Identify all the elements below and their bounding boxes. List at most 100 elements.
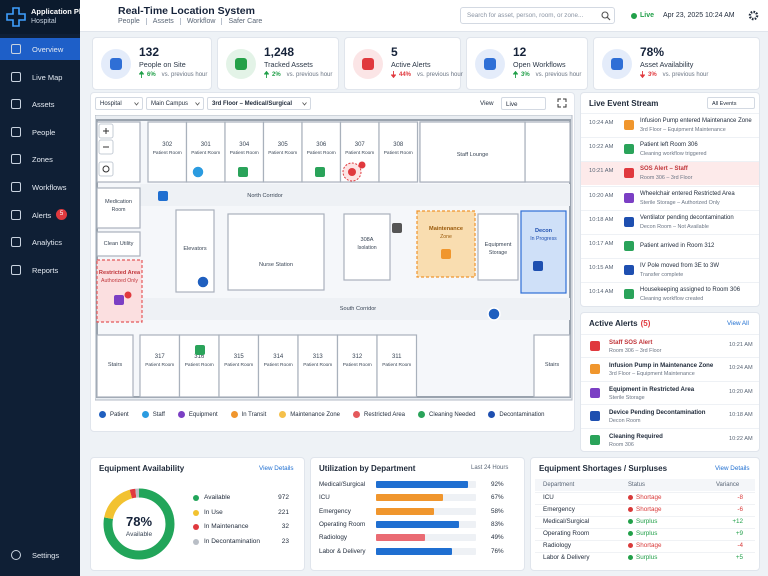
bar-value: 58% [491, 507, 504, 515]
room-label: Patient Room [303, 362, 332, 368]
nav-item[interactable]: Zones [0, 148, 80, 170]
breadcrumb[interactable]: 3rd Floor – Medical/Surgical [207, 97, 311, 110]
alert-row[interactable]: Equipment in Restricted Area Sterile Stor… [581, 380, 759, 404]
legend-dot [230, 411, 238, 418]
header-tab[interactable]: Workflow [179, 18, 222, 25]
filter-text: All Events [712, 100, 737, 107]
header-tab[interactable]: Safer Care [221, 18, 268, 25]
room [378, 121, 419, 183]
status-dot [628, 519, 633, 524]
kpi-change-row: 2% vs. previous hour [264, 71, 332, 78]
room-number: 304 [239, 142, 250, 148]
nav-icon [11, 550, 21, 560]
event-row: 10:17 AM Patient arrived in Room 312 [581, 234, 759, 258]
brand-name: Application Platform [31, 7, 105, 16]
legend-label: In Decontamination [204, 537, 261, 545]
view-all-link[interactable]: View All [727, 320, 749, 327]
kpi-icon [611, 58, 623, 70]
nav-label: Workflows [32, 183, 67, 192]
zone-label: Nurse Station [259, 262, 293, 268]
room-number: 317 [155, 354, 166, 360]
event-time: 10:24 AM [589, 120, 614, 126]
header-time: 10:24 AM [705, 12, 735, 19]
page-title: Real-Time Location System [118, 5, 255, 17]
nav-item[interactable]: Alerts 5 [0, 204, 80, 226]
kpi-change-row: 6% vs. previous hour [139, 71, 207, 78]
breadcrumb[interactable]: Main Campus [146, 97, 204, 110]
event-icon [624, 216, 634, 227]
nav-item[interactable]: Assets [0, 93, 80, 115]
kpi-value: 132 [139, 45, 160, 59]
settings-icon[interactable] [748, 10, 759, 21]
legend-value: 32 [281, 523, 289, 531]
person-marker [191, 165, 205, 179]
legend-label: Maintenance Zone [290, 411, 340, 418]
view-details-link[interactable]: View Details [259, 465, 294, 472]
breadcrumb[interactable]: Hospital [95, 97, 143, 110]
alert-row[interactable]: Staff SOS Alert Room 306 – 3rd Floor 10:21… [581, 334, 759, 357]
room-label: Patient Room [153, 150, 182, 156]
event-title: Housekeeping assigned to Room 306 [640, 287, 741, 294]
kpi-icon [484, 58, 496, 70]
alert-row[interactable]: Infusion Pump in Maintenance Zone 3rd Flo… [581, 357, 759, 380]
event-icon [624, 144, 634, 155]
event-icon [624, 241, 634, 251]
event-row: 10:22 AM Patient left Room 306 Cleaning wo… [581, 137, 759, 161]
header-tab[interactable]: Assets [145, 18, 180, 25]
map-control[interactable] [98, 161, 114, 177]
range-select[interactable]: Last 24 Hours [471, 465, 509, 471]
header: Real-Time Location System People Assets Wor… [80, 0, 768, 32]
zone-sub: Authorized Only [101, 278, 138, 284]
search-box[interactable]: Search for asset, person, room, or zone.… [460, 7, 615, 24]
zone-label: Equipment [485, 242, 512, 248]
view-select[interactable]: Live [501, 97, 546, 110]
control-glyph [102, 165, 110, 173]
room [477, 213, 519, 281]
view-details-link[interactable]: View Details [715, 465, 750, 472]
row-divider [535, 504, 755, 505]
donut-segment [103, 488, 175, 560]
zone-label: Elevators [183, 246, 207, 252]
kpi-change: 3% [521, 71, 530, 78]
asset-marker [114, 295, 124, 305]
nav-label: Analytics [32, 238, 63, 248]
room [524, 121, 571, 183]
asset-marker [441, 249, 451, 259]
legend-item: Maintenance Zone [279, 411, 340, 418]
alert-icon [590, 411, 600, 422]
nav-settings[interactable]: Settings [0, 546, 80, 564]
alert-row[interactable]: Cleaning Required Room 306 10:22 AM [581, 427, 759, 451]
legend-item: In Transit [230, 411, 266, 418]
nav-icon [11, 209, 21, 220]
bar-track [376, 534, 476, 542]
alert-icon [590, 387, 600, 398]
nav-item[interactable]: Analytics [0, 231, 80, 253]
room [218, 334, 260, 398]
header-tab[interactable]: People [118, 18, 140, 25]
panel-title: Equipment Shortages / Surpluses [539, 464, 668, 473]
cell-department: Operating Room [543, 530, 590, 537]
nav-icon [11, 154, 21, 165]
nav-item[interactable]: Overview [0, 38, 80, 60]
room-label: Patient Room [345, 150, 374, 156]
alert-title: Cleaning Required [609, 432, 663, 440]
zone-label: Decon [535, 228, 553, 234]
cell-status: Shortage [636, 542, 662, 549]
arrow [640, 71, 645, 78]
room-label: Patient Room [268, 150, 297, 156]
zone-label: Medication [105, 199, 132, 205]
nav-item[interactable]: Reports [0, 259, 80, 281]
alert-title: Equipment in Restricted Area [609, 385, 695, 393]
breadcrumb-text: 3rd Floor – Medical/Surgical [212, 101, 293, 107]
event-icon [624, 289, 634, 300]
alert-time: 10:21 AM [729, 342, 753, 348]
nav-item[interactable]: Live Map [0, 66, 80, 88]
row-divider [535, 540, 755, 541]
alert-row[interactable]: Device Pending Decontamination Decon Room… [581, 404, 759, 427]
nav-item[interactable]: People [0, 121, 80, 143]
event-sub: Sterile Storage – Authorized Only [640, 199, 720, 206]
event-filter[interactable]: All Events [707, 97, 755, 109]
nav-item[interactable]: Workflows [0, 176, 80, 198]
room [224, 121, 265, 183]
kpi-arrow [640, 71, 645, 78]
